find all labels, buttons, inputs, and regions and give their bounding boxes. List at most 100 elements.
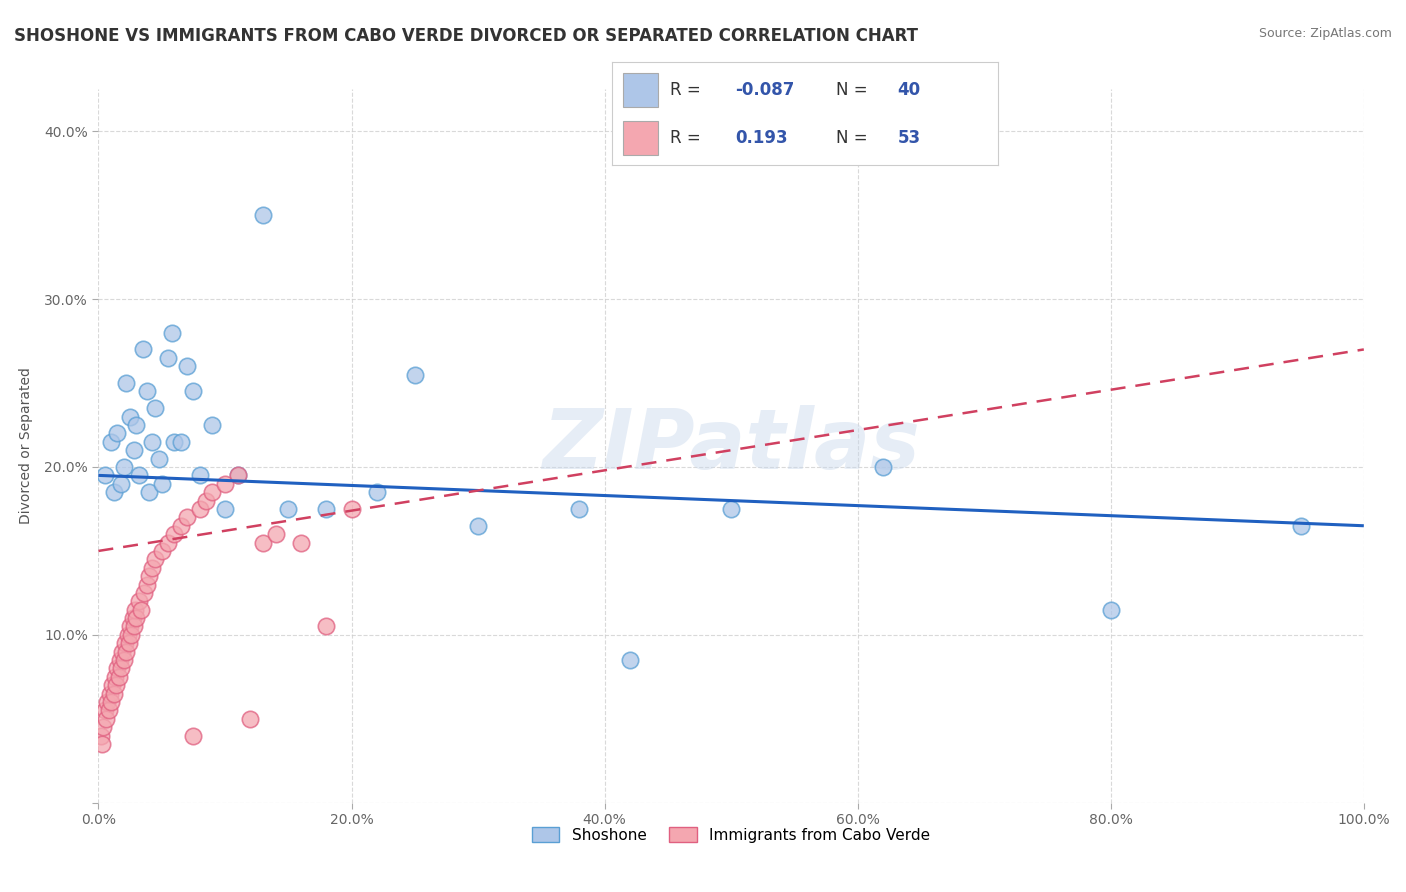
- Point: [132, 343, 155, 357]
- Point: [226, 468, 249, 483]
- Point: [110, 476, 132, 491]
- Point: [145, 552, 166, 566]
- Y-axis label: Divorced or Separated: Divorced or Separated: [20, 368, 32, 524]
- Point: [110, 661, 132, 675]
- Text: 53: 53: [898, 129, 921, 147]
- Point: [239, 712, 262, 726]
- Point: [125, 611, 148, 625]
- Point: [100, 434, 122, 449]
- Point: [183, 384, 205, 399]
- Point: [108, 653, 131, 667]
- Point: [103, 485, 125, 500]
- Text: N =: N =: [835, 81, 868, 99]
- Point: [872, 460, 894, 475]
- Point: [132, 586, 155, 600]
- Point: [315, 502, 337, 516]
- Point: [150, 476, 173, 491]
- Point: [183, 729, 205, 743]
- Point: [619, 653, 641, 667]
- Point: [112, 460, 135, 475]
- Text: N =: N =: [835, 129, 868, 147]
- Point: [176, 510, 198, 524]
- Point: [107, 661, 129, 675]
- Point: [135, 577, 157, 591]
- Text: 0.193: 0.193: [735, 129, 787, 147]
- Point: [188, 468, 211, 483]
- Point: [160, 326, 183, 340]
- Point: [122, 443, 145, 458]
- Point: [290, 535, 312, 549]
- Point: [93, 468, 117, 483]
- Point: [114, 636, 136, 650]
- Point: [93, 703, 117, 717]
- Point: [105, 678, 128, 692]
- Point: [1289, 518, 1312, 533]
- Point: [104, 670, 127, 684]
- Point: [90, 729, 112, 743]
- Text: R =: R =: [669, 129, 700, 147]
- Point: [264, 527, 287, 541]
- Point: [194, 493, 218, 508]
- Point: [214, 502, 236, 516]
- Point: [138, 569, 160, 583]
- Point: [101, 678, 124, 692]
- Point: [145, 401, 166, 416]
- Text: 40: 40: [898, 81, 921, 99]
- Text: ZIPatlas: ZIPatlas: [543, 406, 920, 486]
- Point: [120, 409, 141, 424]
- Point: [135, 384, 157, 399]
- Point: [107, 670, 129, 684]
- Point: [404, 368, 426, 382]
- Point: [128, 594, 150, 608]
- Point: [125, 417, 148, 432]
- Point: [148, 451, 170, 466]
- Point: [98, 687, 121, 701]
- Point: [94, 712, 117, 726]
- Point: [163, 434, 186, 449]
- Point: [169, 434, 191, 449]
- Point: [720, 502, 742, 516]
- Point: [188, 502, 211, 516]
- Point: [91, 737, 114, 751]
- Point: [315, 619, 337, 633]
- Text: SHOSHONE VS IMMIGRANTS FROM CABO VERDE DIVORCED OR SEPARATED CORRELATION CHART: SHOSHONE VS IMMIGRANTS FROM CABO VERDE D…: [14, 27, 918, 45]
- Point: [252, 208, 274, 222]
- Point: [97, 703, 120, 717]
- Point: [96, 695, 118, 709]
- Point: [467, 518, 489, 533]
- FancyBboxPatch shape: [623, 121, 658, 155]
- Point: [103, 687, 125, 701]
- Point: [115, 376, 138, 390]
- Point: [366, 485, 388, 500]
- Point: [117, 628, 139, 642]
- Point: [157, 535, 180, 549]
- Point: [201, 417, 224, 432]
- FancyBboxPatch shape: [623, 73, 658, 106]
- Point: [118, 636, 141, 650]
- Point: [138, 485, 160, 500]
- Point: [124, 603, 146, 617]
- Point: [121, 611, 143, 625]
- Point: [141, 434, 163, 449]
- Text: Source: ZipAtlas.com: Source: ZipAtlas.com: [1258, 27, 1392, 40]
- Point: [131, 603, 153, 617]
- Point: [176, 359, 198, 374]
- Point: [277, 502, 299, 516]
- Point: [115, 645, 138, 659]
- Point: [252, 535, 274, 549]
- Point: [122, 619, 145, 633]
- Point: [340, 502, 363, 516]
- Point: [169, 518, 191, 533]
- Point: [150, 544, 173, 558]
- Point: [111, 645, 134, 659]
- Text: R =: R =: [669, 81, 700, 99]
- Text: -0.087: -0.087: [735, 81, 794, 99]
- Point: [157, 351, 180, 365]
- Point: [201, 485, 224, 500]
- Point: [100, 695, 122, 709]
- Point: [120, 619, 141, 633]
- Legend: Shoshone, Immigrants from Cabo Verde: Shoshone, Immigrants from Cabo Verde: [526, 821, 936, 848]
- Point: [107, 426, 129, 441]
- Point: [568, 502, 591, 516]
- Point: [141, 560, 163, 574]
